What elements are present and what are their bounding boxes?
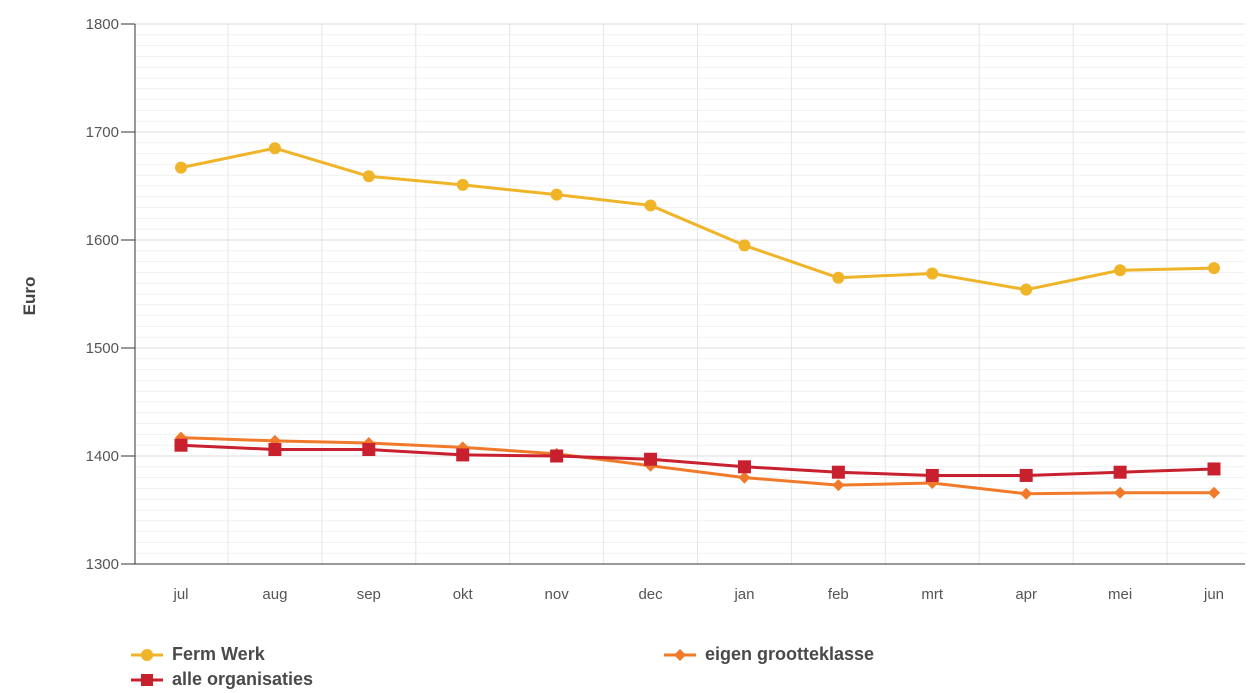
data-point [1208, 262, 1220, 275]
data-point [737, 460, 751, 474]
series-line [180, 146, 1215, 292]
circle-marker-icon [131, 648, 163, 661]
x-tick-label: nov [545, 586, 570, 603]
data-point [362, 170, 375, 183]
square-marker-icon [131, 673, 163, 686]
data-point [1207, 462, 1221, 476]
x-tick-label: dec [638, 586, 663, 603]
y-tick-label: 1300 [86, 556, 119, 573]
data-point [1114, 264, 1127, 277]
data-point [268, 443, 282, 457]
data-point [1020, 487, 1033, 500]
y-tick-label: 1400 [86, 448, 119, 465]
y-tick-label: 1800 [86, 16, 119, 33]
data-point [456, 448, 470, 462]
y-tick-label: 1600 [86, 232, 119, 249]
data-point [550, 188, 563, 201]
data-point [832, 479, 845, 492]
y-tick-label: 1500 [86, 340, 119, 357]
x-tick-label: okt [453, 586, 474, 603]
x-tick-label: sep [357, 586, 381, 603]
data-point [738, 239, 751, 252]
y-tick-label: 1700 [86, 124, 119, 141]
x-tick-label: jan [733, 586, 754, 603]
data-point [174, 438, 188, 452]
data-point [926, 267, 939, 280]
line-chart: 1300 1400 1500 1600 1700 1800 jul aug sep okt nov d… [20, 16, 1245, 603]
chart-axes [121, 23, 1245, 565]
data-point [175, 161, 187, 174]
data-point [1113, 465, 1127, 479]
data-point [925, 468, 939, 482]
data-point [1208, 486, 1220, 499]
data-point [1020, 283, 1033, 296]
y-axis-title: Euro [20, 277, 39, 316]
series-alle-organisaties [174, 438, 1221, 482]
series-line [180, 436, 1214, 496]
legend-label: alle organisaties [172, 669, 314, 689]
data-point [831, 465, 845, 479]
data-point [268, 142, 281, 155]
data-point [550, 449, 564, 463]
diamond-marker-icon [664, 648, 696, 661]
chart-series [174, 142, 1221, 500]
x-tick-label: mei [1108, 586, 1132, 603]
data-point [832, 271, 845, 284]
legend-item-eigen-grootteklasse[interactable]: eigen grootteklasse [663, 644, 874, 665]
series-line [180, 443, 1215, 477]
data-point [644, 199, 657, 212]
legend-item-alle-organisaties[interactable]: alle organisaties [130, 669, 313, 690]
series-ferm-werk [175, 142, 1220, 296]
data-point [456, 178, 469, 191]
x-tick-label: apr [1015, 586, 1037, 603]
data-point [644, 452, 658, 466]
x-tick-label: mrt [921, 586, 943, 603]
legend-label: Ferm Werk [172, 644, 265, 664]
chart-ticks: 1300 1400 1500 1600 1700 1800 jul aug sep okt nov d… [86, 16, 1224, 603]
legend-label: eigen grootteklasse [705, 644, 875, 664]
x-tick-label: jun [1203, 586, 1224, 603]
data-point [1019, 468, 1033, 482]
x-tick-label: feb [828, 586, 849, 603]
data-point [362, 443, 376, 457]
x-tick-label: jul [172, 586, 188, 603]
data-point [738, 471, 751, 484]
chart-legend: Ferm Werk eigen grootteklasse alle organ… [130, 640, 1230, 693]
data-point [1114, 486, 1127, 499]
legend-item-ferm-werk[interactable]: Ferm Werk [130, 644, 265, 665]
chart-grid [135, 23, 1245, 565]
x-tick-label: aug [262, 586, 287, 603]
